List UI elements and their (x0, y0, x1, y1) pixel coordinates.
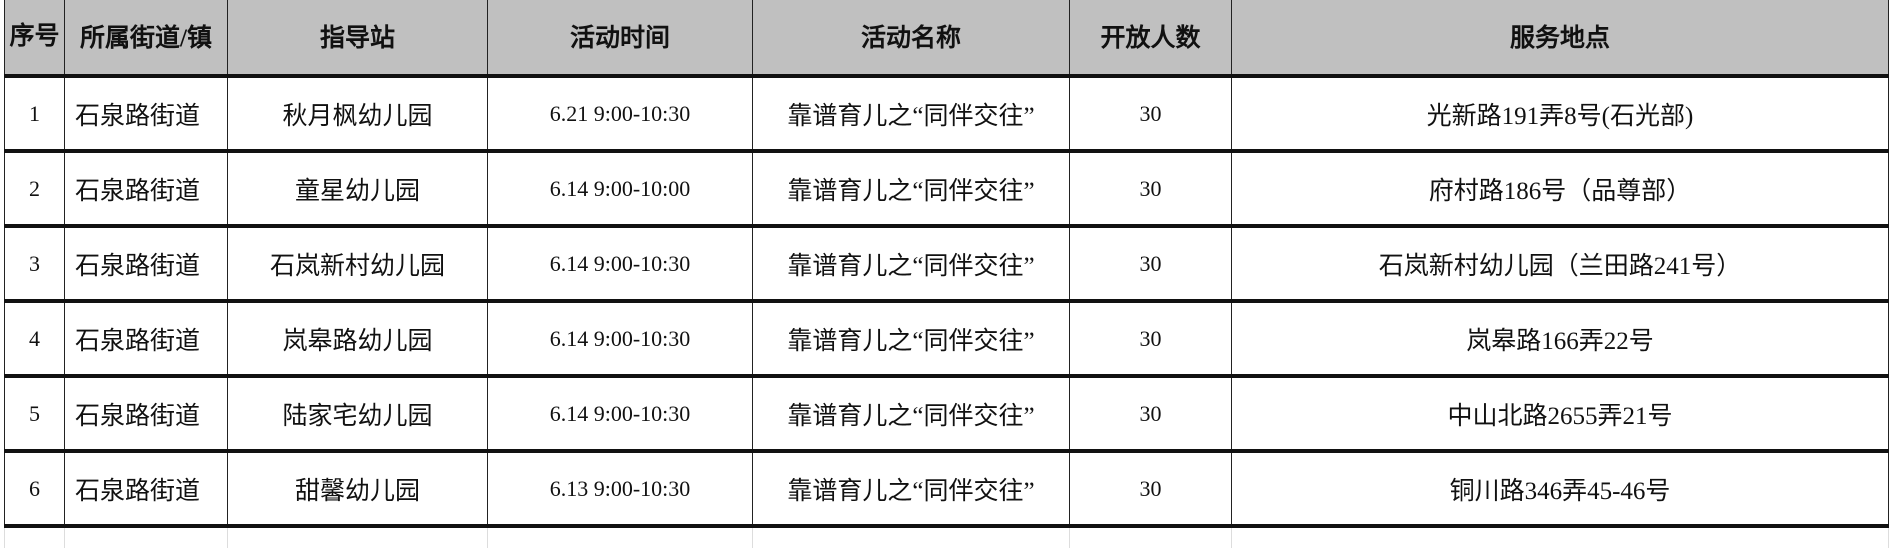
cell-location: 岚皋路166弄22号 (1231, 301, 1889, 378)
cell-name: 靠谱育儿之“同伴交往” (752, 151, 1070, 228)
cell-capacity: 30 (1069, 76, 1232, 153)
header-location: 服务地点 (1231, 0, 1889, 78)
empty-cell (227, 526, 488, 548)
table-row: 4 石泉路街道 岚皋路幼儿园 6.14 9:00-10:30 靠谱育儿之“同伴交往” 30… (4, 301, 1889, 378)
cell-street: 石泉路街道 (64, 226, 228, 303)
cell-time: 6.14 9:00-10:30 (487, 376, 753, 453)
cell-name: 靠谱育儿之“同伴交往” (752, 226, 1070, 303)
header-row: 序号 所属街道/镇 指导站 活动时间 活动名称 开放人数 服务地点 (4, 0, 1889, 78)
cell-time: 6.13 9:00-10:30 (487, 451, 753, 528)
cell-seq: 4 (4, 301, 65, 378)
header-station: 指导站 (227, 0, 488, 78)
cell-capacity: 30 (1069, 226, 1232, 303)
cell-location: 中山北路2655弄21号 (1231, 376, 1889, 453)
cell-seq: 5 (4, 376, 65, 453)
cell-station: 石岚新村幼儿园 (227, 226, 488, 303)
header-name: 活动名称 (752, 0, 1070, 78)
empty-cell (1231, 526, 1889, 548)
empty-cell (752, 526, 1070, 548)
table-row: 6 石泉路街道 甜馨幼儿园 6.13 9:00-10:30 靠谱育儿之“同伴交往” 30 铜… (4, 451, 1889, 528)
cell-time: 6.14 9:00-10:30 (487, 301, 753, 378)
cell-station: 岚皋路幼儿园 (227, 301, 488, 378)
header-seq: 序号 (4, 0, 65, 78)
empty-cell (487, 526, 753, 548)
header-capacity: 开放人数 (1069, 0, 1232, 78)
table-row: 3 石泉路街道 石岚新村幼儿园 6.14 9:00-10:30 靠谱育儿之“同伴交往” 3… (4, 226, 1889, 303)
empty-cell (4, 526, 65, 548)
cell-location: 光新路191弄8号(石光部) (1231, 76, 1889, 153)
cell-street: 石泉路街道 (64, 76, 228, 153)
cell-street: 石泉路街道 (64, 301, 228, 378)
table-row: 2 石泉路街道 童星幼儿园 6.14 9:00-10:00 靠谱育儿之“同伴交往” 30 府… (4, 151, 1889, 228)
cell-name: 靠谱育儿之“同伴交往” (752, 301, 1070, 378)
cell-street: 石泉路街道 (64, 376, 228, 453)
cell-location: 铜川路346弄45-46号 (1231, 451, 1889, 528)
cell-station: 甜馨幼儿园 (227, 451, 488, 528)
cell-time: 6.21 9:00-10:30 (487, 76, 753, 153)
cell-street: 石泉路街道 (64, 451, 228, 528)
cell-time: 6.14 9:00-10:00 (487, 151, 753, 228)
table-row-partial (4, 526, 1889, 548)
cell-street: 石泉路街道 (64, 151, 228, 228)
cell-capacity: 30 (1069, 151, 1232, 228)
cell-station: 陆家宅幼儿园 (227, 376, 488, 453)
cell-station: 秋月枫幼儿园 (227, 76, 488, 153)
activity-table: 序号 所属街道/镇 指导站 活动时间 活动名称 开放人数 服务地点 1 石泉路街道… (4, 0, 1889, 548)
cell-seq: 2 (4, 151, 65, 228)
cell-name: 靠谱育儿之“同伴交往” (752, 76, 1070, 153)
cell-seq: 1 (4, 76, 65, 153)
empty-cell (64, 526, 228, 548)
cell-name: 靠谱育儿之“同伴交往” (752, 376, 1070, 453)
cell-location: 府村路186号（品尊部） (1231, 151, 1889, 228)
table-row: 1 石泉路街道 秋月枫幼儿园 6.21 9:00-10:30 靠谱育儿之“同伴交往” 30… (4, 76, 1889, 153)
cell-name: 靠谱育儿之“同伴交往” (752, 451, 1070, 528)
header-time: 活动时间 (487, 0, 753, 78)
cell-capacity: 30 (1069, 301, 1232, 378)
table-row: 5 石泉路街道 陆家宅幼儿园 6.14 9:00-10:30 靠谱育儿之“同伴交往” 30… (4, 376, 1889, 453)
cell-seq: 6 (4, 451, 65, 528)
empty-cell (1069, 526, 1232, 548)
cell-capacity: 30 (1069, 376, 1232, 453)
header-street: 所属街道/镇 (64, 0, 228, 78)
cell-seq: 3 (4, 226, 65, 303)
cell-location: 石岚新村幼儿园（兰田路241号） (1231, 226, 1889, 303)
cell-time: 6.14 9:00-10:30 (487, 226, 753, 303)
cell-capacity: 30 (1069, 451, 1232, 528)
cell-station: 童星幼儿园 (227, 151, 488, 228)
